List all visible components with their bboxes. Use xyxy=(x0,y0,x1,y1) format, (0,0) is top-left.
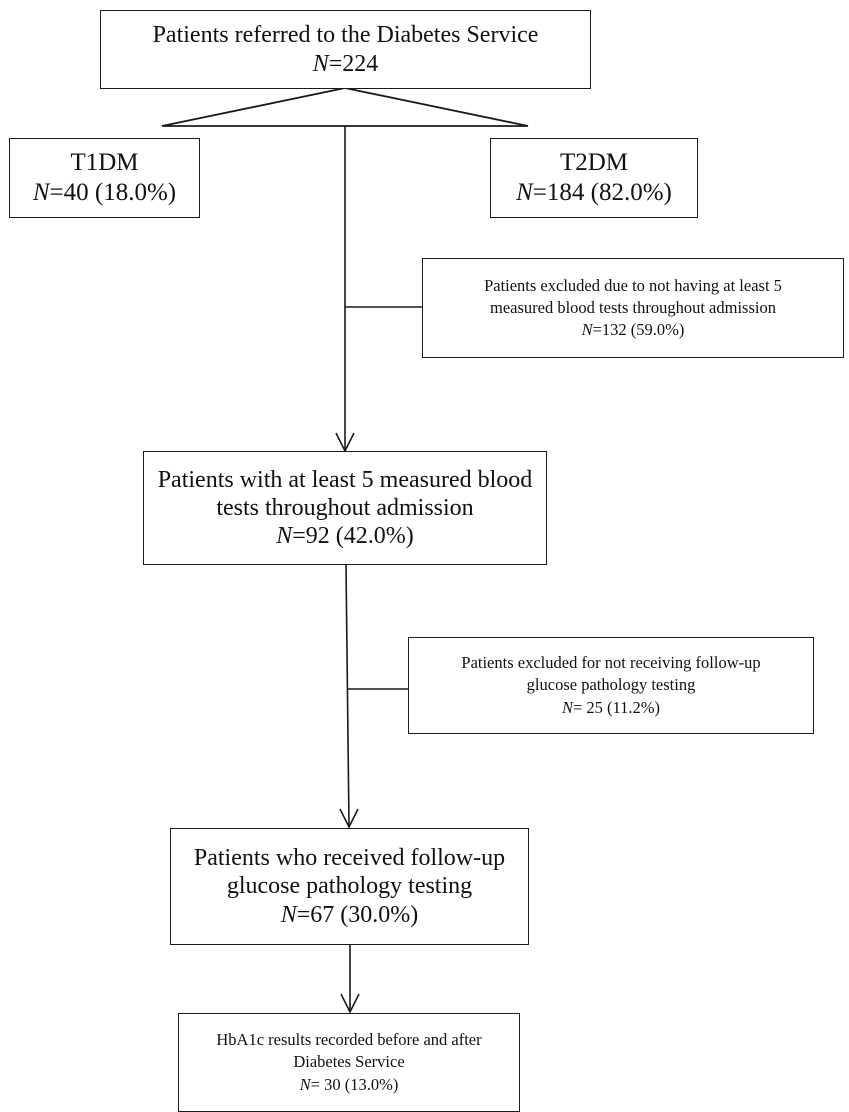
node-excluded-tests: Patients excluded due to not having at l… xyxy=(422,258,844,358)
node-t1dm-text: T1DM xyxy=(70,149,139,176)
node-excluded-followup-count: N= 25 (11.2%) xyxy=(561,697,661,717)
node-hba1c-line-2: Diabetes Service xyxy=(293,1052,405,1072)
node-with-tests: Patients with at least 5 measured blood … xyxy=(143,451,547,565)
node-with-tests-line-1: Patients with at least 5 measured blood xyxy=(157,466,533,493)
node-referred: Patients referred to the Diabetes Servic… xyxy=(100,10,591,89)
node-t2dm: T2DM N=184 (82.0%) xyxy=(490,138,698,218)
node-with-tests-line-2: tests throughout admission xyxy=(216,494,474,521)
node-followup-line-1: Patients who received follow-up xyxy=(193,845,506,872)
node-hba1c-count: N= 30 (13.0%) xyxy=(299,1074,399,1094)
node-followup-line-2: glucose pathology testing xyxy=(226,873,473,900)
arrowhead-2 xyxy=(339,808,359,829)
node-referred-count: N=224 xyxy=(312,50,379,77)
split-triangle xyxy=(161,87,529,127)
node-t1dm: T1DM N=40 (18.0%) xyxy=(9,138,200,218)
node-hba1c: HbA1c results recorded before and after … xyxy=(178,1013,520,1112)
node-excluded-followup-line-2: glucose pathology testing xyxy=(526,675,696,695)
node-excluded-tests-line-2: measured blood tests throughout admissio… xyxy=(490,297,776,317)
node-excluded-tests-line-1: Patients excluded due to not having at l… xyxy=(484,275,782,295)
node-followup: Patients who received follow-up glucose … xyxy=(170,828,529,945)
connector-main-2 xyxy=(345,564,350,827)
node-excluded-followup: Patients excluded for not receiving foll… xyxy=(408,637,814,734)
node-t2dm-count: N=184 (82.0%) xyxy=(516,179,672,206)
node-hba1c-line-1: HbA1c results recorded before and after xyxy=(216,1030,482,1050)
node-referred-text: Patients referred to the Diabetes Servic… xyxy=(152,22,539,49)
node-excluded-followup-line-1: Patients excluded for not receiving foll… xyxy=(461,653,761,673)
node-t2dm-text: T2DM xyxy=(559,149,629,176)
node-with-tests-count: N=92 (42.0%) xyxy=(276,523,414,550)
node-excluded-tests-count: N=132 (59.0%) xyxy=(581,320,685,340)
node-followup-count: N=67 (30.0%) xyxy=(280,901,419,928)
arrowhead-3 xyxy=(340,993,360,1014)
node-t1dm-count: N=40 (18.0%) xyxy=(32,179,177,206)
